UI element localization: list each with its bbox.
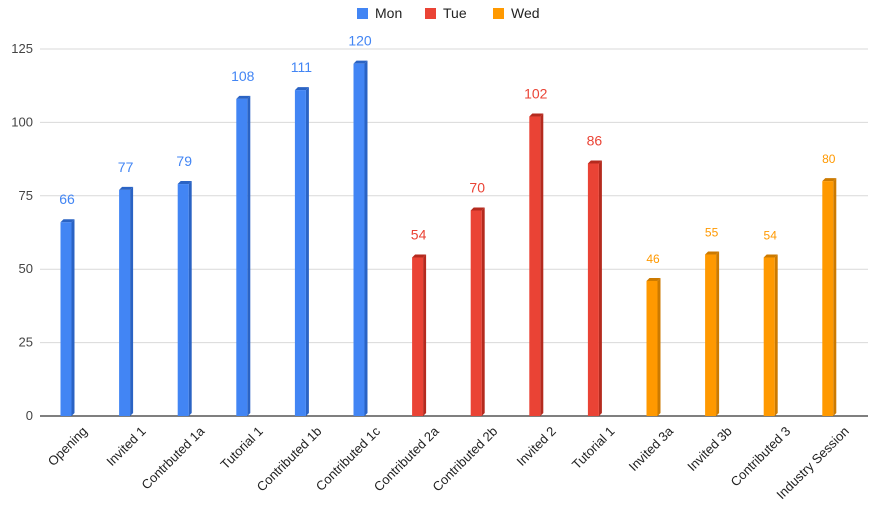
legend: Mon Tue Wed [357, 5, 540, 21]
bar-front [822, 181, 834, 416]
bar-wed [646, 277, 661, 416]
bar-front [705, 254, 717, 416]
bar-side [540, 113, 544, 416]
data-label: 80 [822, 152, 836, 166]
bar-side [423, 254, 427, 416]
bar-tue [587, 160, 602, 416]
bar-side [188, 181, 192, 416]
x-tick-label: Invited 3a [626, 423, 677, 474]
bar-side [364, 60, 368, 417]
bar-side [247, 95, 251, 417]
bar-wed [705, 251, 720, 416]
bar-front [236, 98, 248, 417]
bar-wed [763, 254, 778, 416]
bar-top [705, 251, 720, 255]
bar-top [822, 178, 837, 182]
data-label: 79 [176, 153, 192, 169]
bar-front [119, 189, 131, 416]
bar-mon [236, 95, 251, 417]
bar-side [130, 186, 134, 416]
data-label: 54 [411, 226, 427, 242]
bar-tue [470, 207, 485, 416]
bar-side [305, 87, 309, 416]
bar-front [529, 116, 541, 416]
bar-top [646, 277, 661, 281]
x-tick-label: Invited 2 [514, 424, 559, 469]
y-tick-label: 75 [19, 188, 33, 203]
x-tick-label: Invited 3b [684, 424, 734, 474]
bar-front [60, 222, 72, 416]
x-tick-label: Contributed 3 [728, 424, 794, 490]
bar-side [71, 219, 75, 416]
bar-top [587, 160, 602, 164]
bar-top [763, 254, 778, 258]
bar-mon [177, 181, 192, 416]
data-label: 77 [118, 159, 134, 175]
legend-label: Mon [375, 5, 402, 21]
bar-tue [412, 254, 427, 416]
bar-front [412, 257, 424, 416]
y-tick-label: 0 [26, 408, 33, 423]
bar-mon [353, 60, 368, 417]
bar-side [657, 277, 661, 416]
data-label: 108 [231, 68, 255, 84]
x-tick-label: Tutorial 1 [569, 424, 618, 473]
bars [60, 60, 837, 417]
bar-side [481, 207, 485, 416]
data-label: 70 [469, 179, 485, 195]
data-label: 46 [646, 252, 660, 266]
x-tick-label: Invited 1 [103, 424, 148, 469]
legend-swatch [357, 8, 368, 19]
y-tick-label: 50 [19, 261, 33, 276]
data-labels: 66 77 79 108 111 120 54 70 102 86 46 55 54 80 [59, 33, 836, 266]
y-tick-label: 125 [11, 41, 33, 56]
bar-mon [119, 186, 134, 416]
bar-front [294, 90, 306, 416]
bar-front [646, 280, 658, 416]
bar-top [177, 181, 192, 185]
bar-side [833, 178, 837, 416]
bar-mon [294, 87, 309, 416]
y-axis-ticks: 0 25 50 75 100 125 [11, 41, 33, 423]
x-tick-label: Opening [45, 424, 90, 469]
bar-mon [60, 219, 75, 416]
data-label: 54 [764, 228, 778, 242]
data-label: 55 [705, 226, 719, 240]
data-label: 120 [348, 33, 372, 49]
bar-top [119, 186, 134, 190]
bar-top [353, 60, 368, 64]
legend-swatch [425, 8, 436, 19]
legend-swatch [493, 8, 504, 19]
legend-label: Wed [511, 5, 540, 21]
bar-top [60, 219, 75, 223]
bar-top [470, 207, 485, 211]
legend-label: Tue [443, 5, 467, 21]
bar-top [236, 95, 251, 99]
bar-front [177, 184, 189, 416]
x-tick-label: Tutorial 1 [217, 424, 266, 473]
bar-side [716, 251, 720, 416]
data-label: 86 [587, 133, 603, 149]
bar-front [587, 163, 599, 416]
bar-top [294, 87, 309, 91]
data-label: 102 [524, 86, 548, 102]
data-label: 66 [59, 191, 75, 207]
x-tick-label: Contrbuted 1a [138, 423, 207, 492]
y-tick-label: 25 [19, 335, 33, 350]
bar-front [470, 210, 482, 416]
bar-top [412, 254, 427, 258]
bar-wed [822, 178, 837, 416]
bar-side [774, 254, 778, 416]
data-label: 111 [291, 59, 312, 75]
y-tick-label: 100 [11, 114, 33, 129]
bar-top [529, 113, 544, 117]
bar-side [598, 160, 602, 416]
gridlines [40, 48, 868, 417]
bar-front [353, 63, 365, 417]
bar-front [763, 257, 775, 416]
bar-tue [529, 113, 544, 416]
